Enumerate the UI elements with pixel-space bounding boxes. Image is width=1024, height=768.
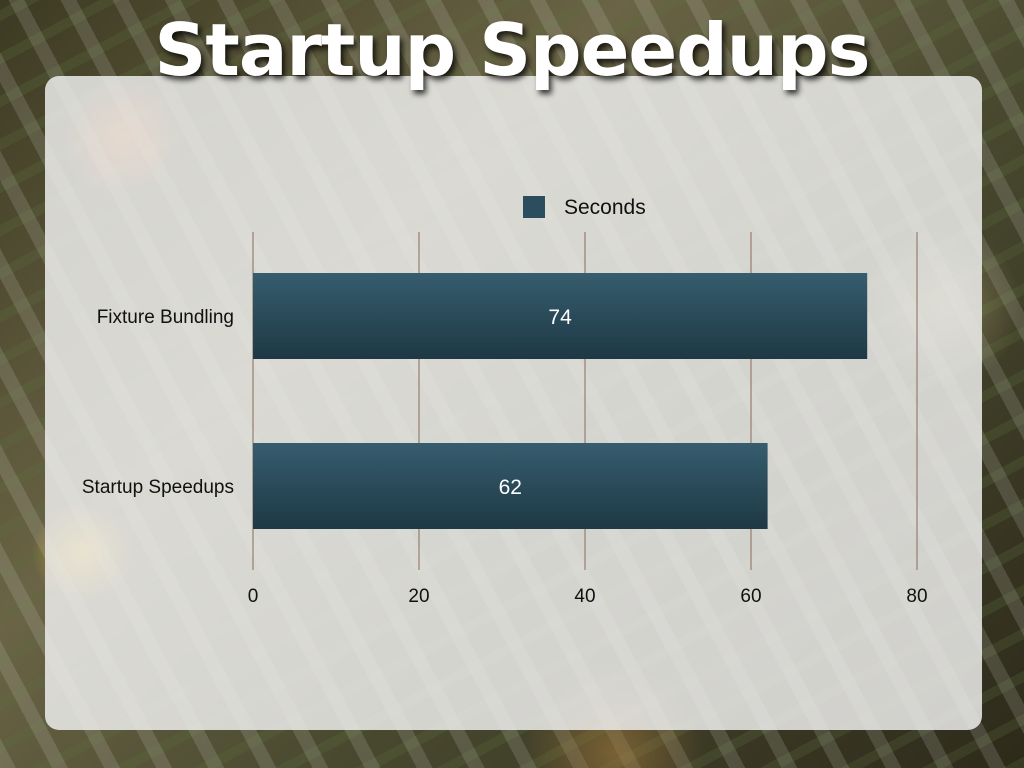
x-tick-label: 80 — [906, 586, 927, 607]
legend-label: Seconds — [564, 196, 646, 219]
data-label: 74 — [548, 306, 572, 329]
chart-panel — [45, 76, 982, 730]
legend: Seconds — [523, 196, 646, 219]
x-tick-label: 0 — [248, 586, 259, 607]
x-tick-label: 40 — [574, 586, 595, 607]
legend-swatch — [523, 196, 545, 218]
bars — [253, 273, 868, 529]
slide-title: Startup Speedups — [154, 8, 871, 92]
bar-startup-speedups — [253, 443, 768, 529]
data-label: 62 — [499, 476, 522, 499]
bar-fixture-bundling — [253, 273, 868, 359]
category-label: Startup Speedups — [82, 477, 234, 498]
x-tick-label: 20 — [408, 586, 429, 607]
labels: 0 20 40 60 80 Fixture Bundling 74 Startup Speed… — [82, 306, 928, 607]
category-label: Fixture Bundling — [97, 307, 234, 328]
x-tick-label: 60 — [740, 586, 761, 607]
